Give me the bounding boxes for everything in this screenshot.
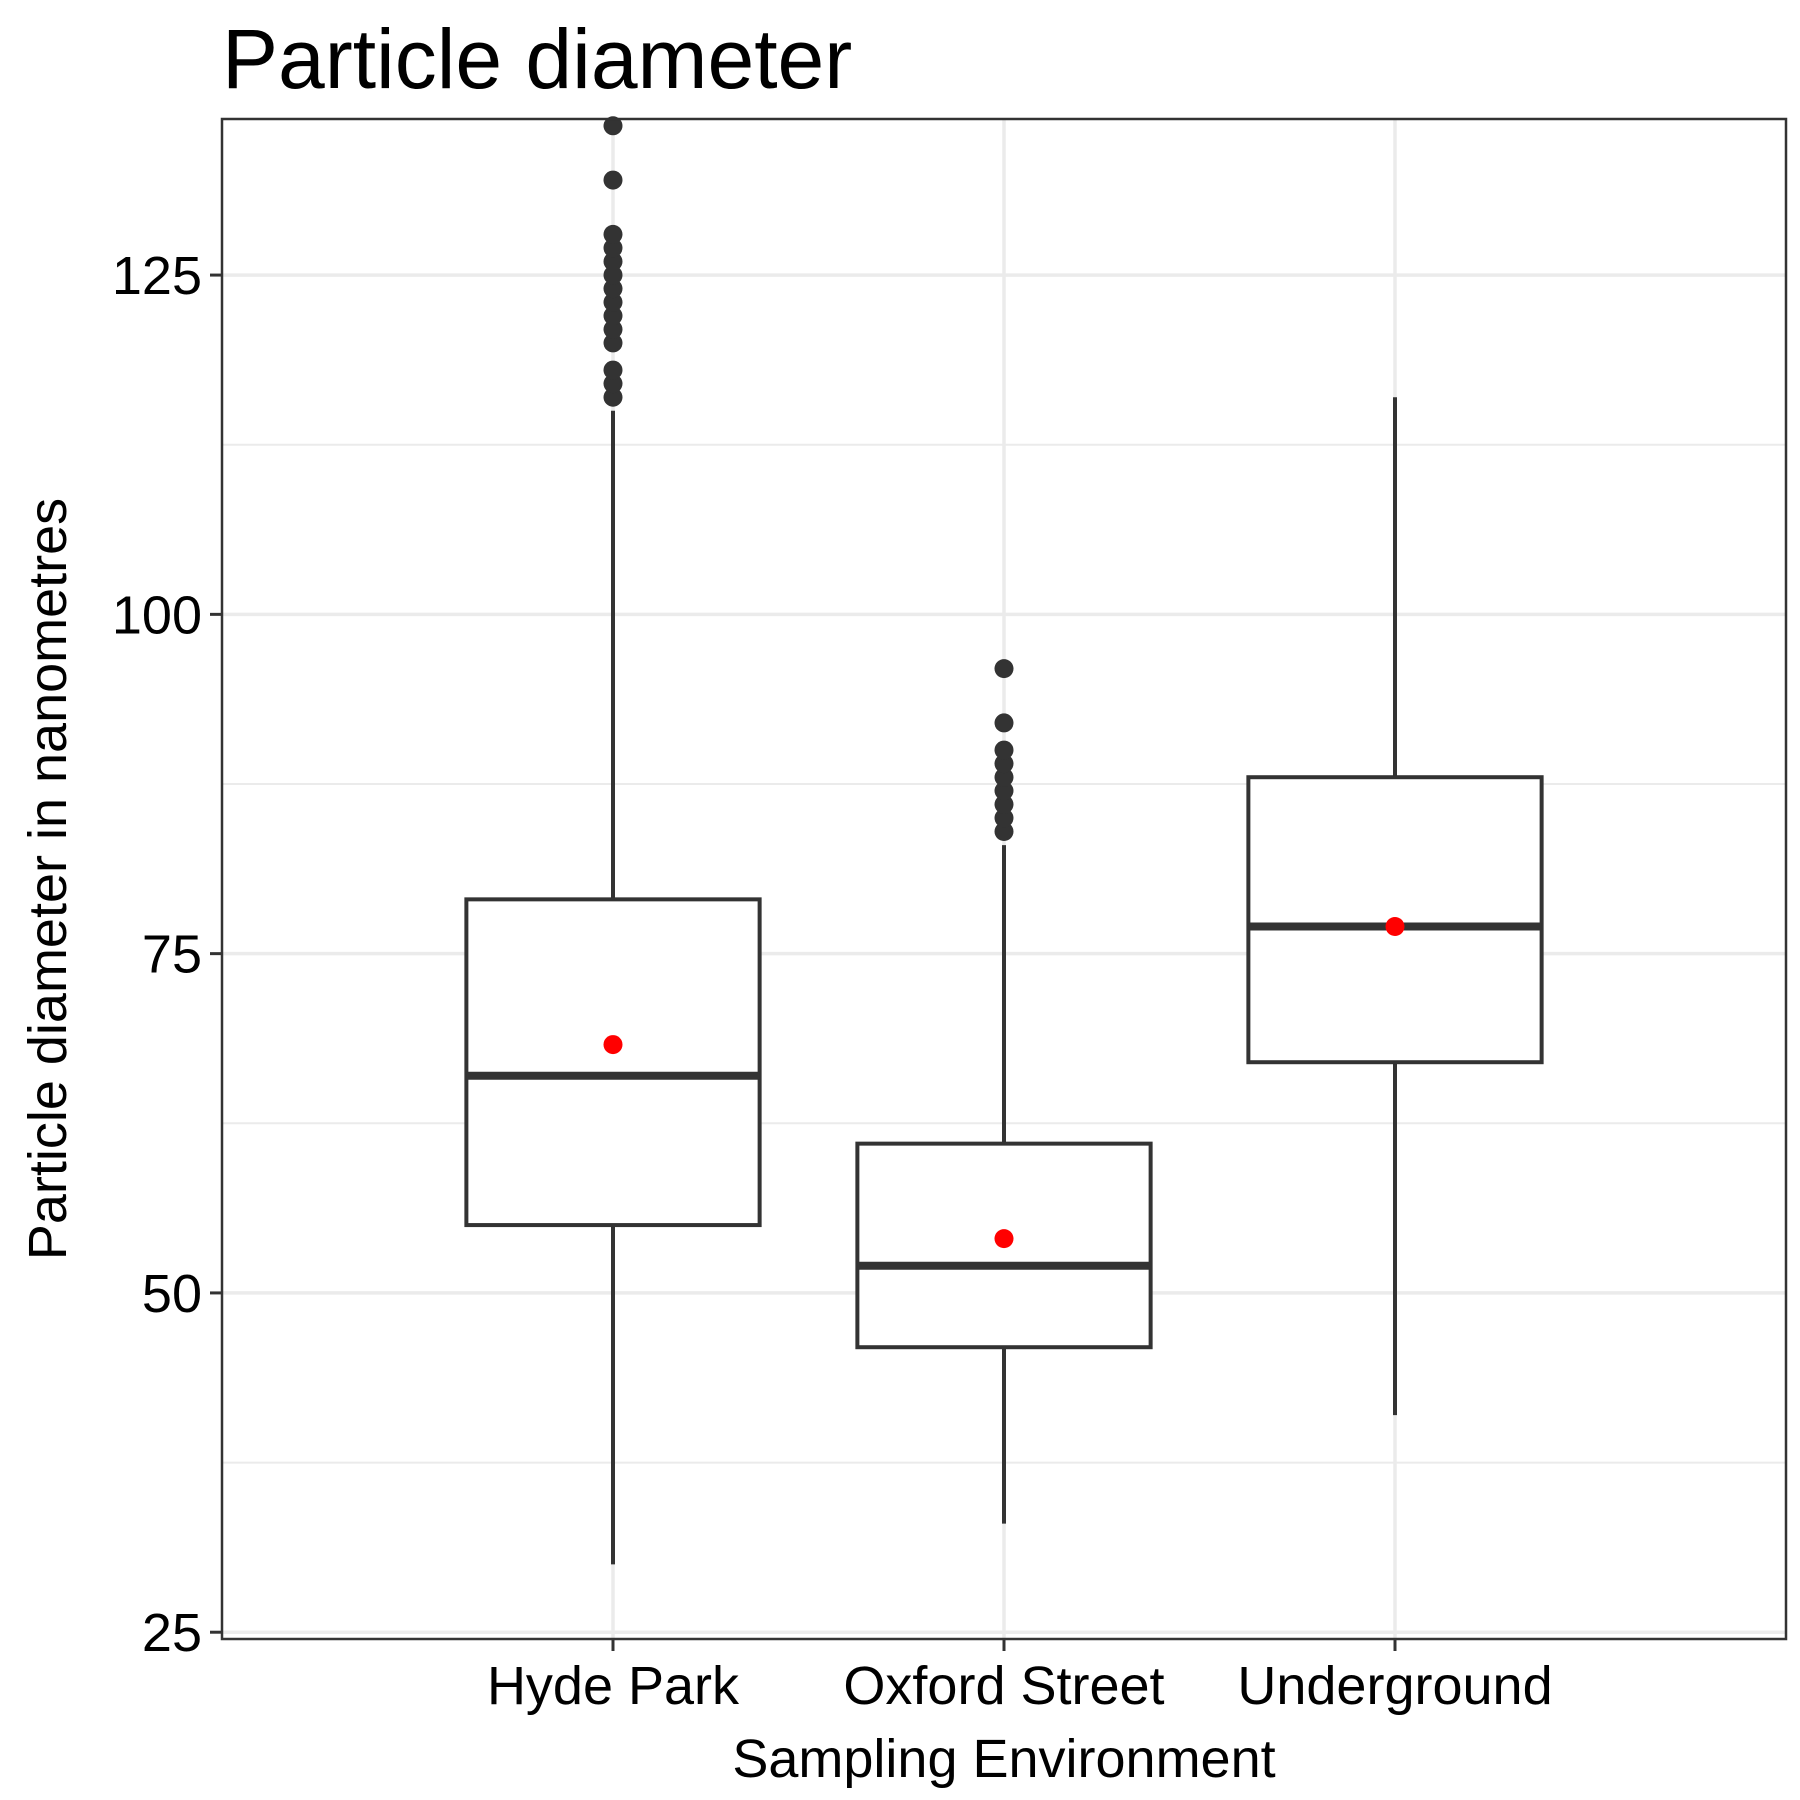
- y-tick-label: 50: [142, 1264, 202, 1324]
- y-tick-label: 75: [142, 925, 202, 985]
- outlier-point: [603, 319, 623, 339]
- x-axis-ticks: Hyde Park Oxford Street Underground: [487, 1639, 1553, 1716]
- mean-point: [603, 1035, 623, 1055]
- chart-title: Particle diameter: [222, 12, 852, 106]
- outlier-point: [994, 713, 1014, 733]
- outlier-point: [603, 265, 623, 285]
- outlier-point: [603, 116, 623, 136]
- y-axis-label: Particle diameter in nanometres: [18, 498, 78, 1260]
- outlier-point: [603, 279, 623, 299]
- box-oxford-street: [855, 659, 1153, 1524]
- box-group: [464, 116, 1544, 1565]
- x-tick-label: Underground: [1237, 1656, 1552, 1716]
- y-tick-label: 100: [112, 585, 202, 645]
- outlier-point: [994, 794, 1014, 814]
- y-tick-label: 25: [142, 1603, 202, 1663]
- box-iqr: [464, 897, 762, 1228]
- y-axis-ticks: 25 50 75 100 125: [112, 246, 222, 1663]
- mean-point: [994, 1229, 1014, 1249]
- outlier-point: [994, 822, 1014, 841]
- x-axis-label: Sampling Environment: [732, 1729, 1275, 1789]
- x-tick-label: Oxford Street: [843, 1656, 1164, 1716]
- outlier-point: [603, 306, 623, 326]
- outlier-point: [994, 767, 1014, 787]
- outlier-point: [603, 333, 623, 353]
- outlier-point: [603, 387, 623, 407]
- outlier-point: [603, 238, 623, 258]
- outlier-point: [994, 808, 1014, 828]
- mean-point: [1385, 917, 1405, 936]
- outlier-point: [603, 292, 623, 312]
- y-tick-label: 125: [112, 246, 202, 306]
- outlier-point: [603, 170, 623, 190]
- outlier-point: [603, 360, 623, 380]
- outlier-point: [994, 754, 1014, 774]
- box-underground: [1246, 397, 1544, 1416]
- outlier-point: [603, 252, 623, 271]
- outlier-point: [603, 224, 623, 244]
- x-tick-label: Hyde Park: [487, 1656, 740, 1716]
- outlier-point: [994, 781, 1014, 801]
- outlier-point: [994, 659, 1014, 679]
- outlier-point: [603, 374, 623, 394]
- box-hyde-park: [464, 116, 762, 1565]
- outlier-point: [994, 740, 1014, 760]
